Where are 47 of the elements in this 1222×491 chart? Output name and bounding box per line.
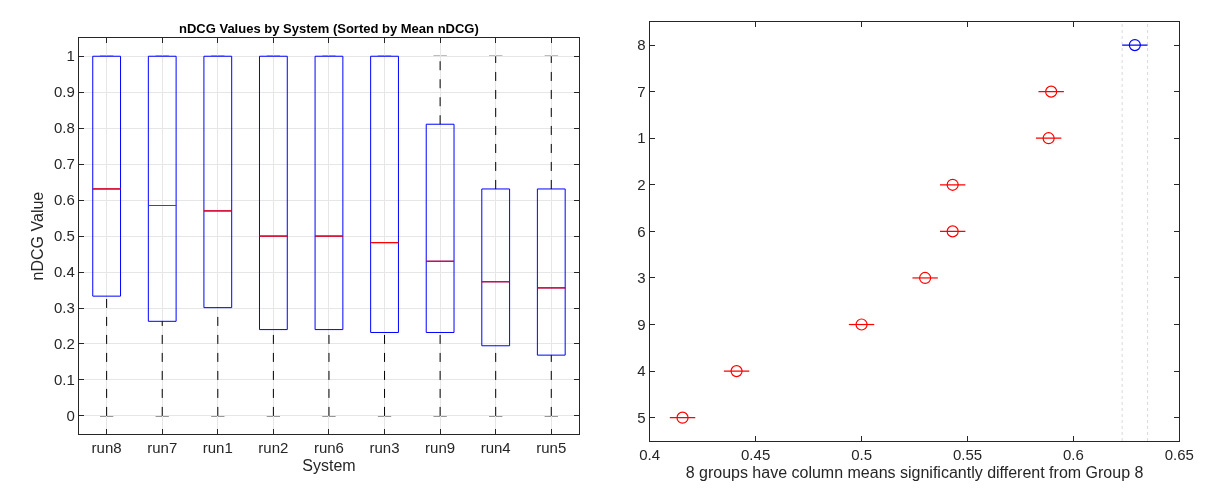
y-tick-label: 0.7 [53, 155, 75, 173]
y-tick-label: 9 [637, 315, 646, 333]
y-tick-label: 0.5 [53, 227, 75, 245]
x-tick-label: run2 [258, 438, 289, 456]
y-tick-label: 0.3 [53, 299, 75, 317]
y-tick-label: 8 [637, 36, 646, 54]
x-tick-label: run8 [91, 438, 122, 456]
y-tick-label: 6 [637, 222, 646, 240]
point [919, 271, 932, 285]
point [946, 225, 959, 238]
y-tick-label: 0.2 [53, 335, 75, 353]
x-tick-label: run1 [202, 438, 233, 456]
y-axis-title: nDCG Value [28, 191, 46, 281]
point [676, 411, 689, 424]
y-tick-label: 0 [66, 407, 75, 425]
x-tick-label: run9 [425, 438, 456, 456]
x-tick-label: 0.45 [741, 445, 771, 463]
x-tick-label: 0.65 [1164, 445, 1194, 463]
y-tick-label: 0.9 [53, 83, 75, 101]
x-tick-label: 0.5 [851, 445, 872, 463]
point [1128, 38, 1141, 52]
point [855, 318, 868, 331]
y-tick-label: 7 [637, 82, 646, 100]
point [1042, 132, 1055, 145]
y-tick-label: 0.1 [53, 371, 75, 389]
x-tick-label: run3 [369, 438, 400, 456]
y-tick-label: 1 [637, 129, 646, 147]
x-axis-title: 8 groups have column means significantly different from Group 8 [685, 463, 1144, 481]
y-tick-label: 3 [637, 269, 646, 287]
x-axis-title: System [302, 456, 356, 474]
y-tick-label: 0.6 [53, 191, 75, 209]
x-tick-label: run7 [147, 438, 178, 456]
y-tick-label: 0.4 [53, 263, 75, 281]
y-tick-label: 5 [637, 408, 646, 426]
x-tick-label: run5 [536, 438, 567, 456]
point [1045, 85, 1058, 98]
point [946, 178, 959, 191]
x-tick-label: run4 [480, 438, 511, 456]
y-tick-label: 1 [66, 47, 75, 65]
x-tick-label: run6 [313, 438, 344, 456]
y-tick-label: 4 [637, 362, 646, 380]
x-tick-label: 0.6 [1062, 445, 1084, 463]
y-tick-label: 0.8 [53, 119, 75, 137]
point [730, 365, 743, 378]
chart-title: nDCG Values by System (Sorted by Mean nDCG) [179, 21, 479, 36]
y-tick-label: 2 [637, 176, 646, 194]
x-tick-label: 0.55 [952, 445, 983, 463]
